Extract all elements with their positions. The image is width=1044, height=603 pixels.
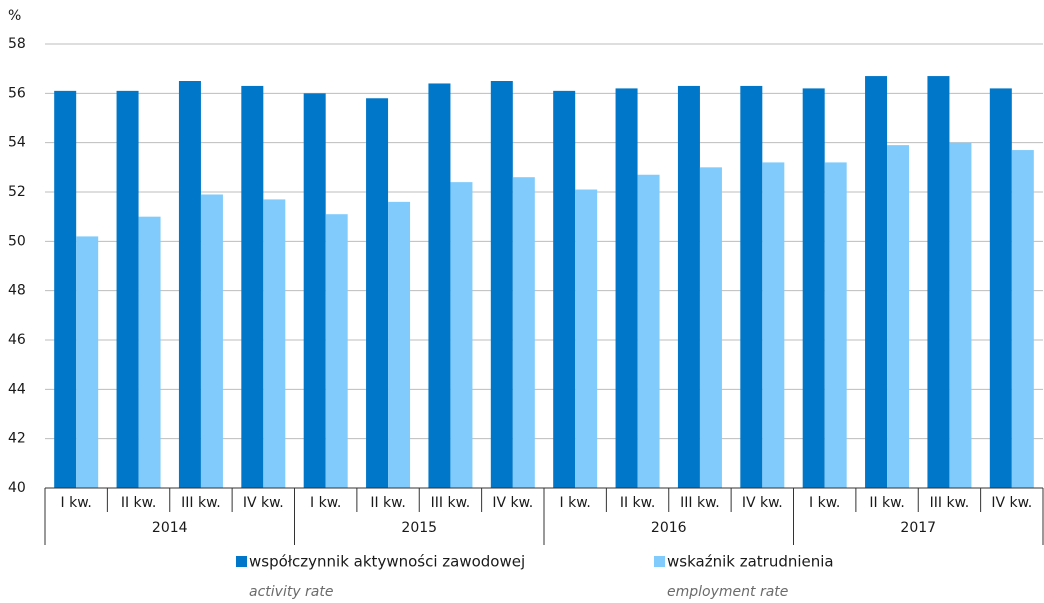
legend-label: wskaźnik zatrudnienia bbox=[667, 553, 834, 571]
legend-label-en: activity rate bbox=[249, 584, 334, 600]
bar bbox=[887, 145, 910, 488]
bar bbox=[575, 189, 598, 489]
x-tick-label: III kw. bbox=[680, 495, 720, 511]
x-tick-label: II kw. bbox=[370, 495, 405, 511]
bar bbox=[325, 214, 348, 488]
y-tick-label: 56 bbox=[8, 85, 26, 101]
bar bbox=[740, 85, 763, 488]
x-tick-label: I kw. bbox=[61, 495, 92, 511]
legend-label-en: employment rate bbox=[667, 584, 788, 600]
bar bbox=[388, 201, 411, 488]
bar bbox=[824, 162, 847, 488]
bar bbox=[512, 177, 535, 488]
x-tick-label: I kw. bbox=[809, 495, 840, 511]
x-tick-label: III kw. bbox=[431, 495, 471, 511]
bar bbox=[303, 93, 326, 488]
y-tick-label: 54 bbox=[8, 135, 26, 151]
x-group-label: 2015 bbox=[401, 520, 437, 536]
bar bbox=[762, 162, 785, 488]
x-tick-label: IV kw. bbox=[991, 495, 1032, 511]
bar bbox=[927, 76, 950, 489]
y-tick-label: 48 bbox=[8, 283, 26, 299]
x-group-label: 2014 bbox=[152, 520, 188, 536]
y-tick-label: 58 bbox=[8, 36, 26, 52]
bar bbox=[802, 88, 825, 489]
x-group-label: 2017 bbox=[900, 520, 936, 536]
bar bbox=[263, 199, 286, 488]
y-tick-label: 46 bbox=[8, 332, 26, 348]
y-tick-label: 40 bbox=[8, 480, 26, 496]
bar bbox=[76, 236, 99, 488]
y-tick-label: 44 bbox=[8, 381, 26, 397]
x-tick-label: II kw. bbox=[620, 495, 655, 511]
bar bbox=[989, 88, 1012, 489]
x-tick-label: I kw. bbox=[310, 495, 341, 511]
legend-swatch bbox=[654, 556, 665, 567]
legend-label: współczynnik aktywności zawodowej bbox=[249, 553, 525, 571]
x-tick-label: III kw. bbox=[181, 495, 221, 511]
x-tick-label: IV kw. bbox=[243, 495, 284, 511]
bar bbox=[428, 83, 451, 488]
bar bbox=[116, 90, 139, 488]
x-tick-label: III kw. bbox=[930, 495, 970, 511]
x-group-label: 2016 bbox=[651, 520, 687, 536]
legend-swatch bbox=[236, 556, 247, 567]
bar bbox=[949, 142, 972, 488]
bar bbox=[366, 98, 389, 489]
x-tick-label: II kw. bbox=[869, 495, 904, 511]
bar bbox=[699, 167, 722, 489]
x-tick-label: IV kw. bbox=[742, 495, 783, 511]
bar bbox=[615, 88, 638, 489]
bar bbox=[677, 85, 700, 488]
bar bbox=[178, 81, 201, 488]
bar bbox=[553, 90, 576, 488]
x-tick-label: I kw. bbox=[560, 495, 591, 511]
y-tick-label: 50 bbox=[8, 233, 26, 249]
bar bbox=[1011, 150, 1034, 489]
bar bbox=[241, 85, 264, 488]
bar bbox=[450, 182, 473, 488]
bar bbox=[54, 90, 77, 488]
bar bbox=[200, 194, 223, 488]
y-axis-label: % bbox=[8, 8, 21, 24]
y-tick-label: 52 bbox=[8, 184, 26, 200]
x-tick-label: IV kw. bbox=[492, 495, 533, 511]
bar bbox=[490, 81, 513, 488]
bar bbox=[637, 174, 660, 488]
y-tick-label: 42 bbox=[8, 431, 26, 447]
bar bbox=[138, 216, 161, 488]
bar bbox=[865, 76, 888, 489]
x-tick-label: II kw. bbox=[121, 495, 156, 511]
